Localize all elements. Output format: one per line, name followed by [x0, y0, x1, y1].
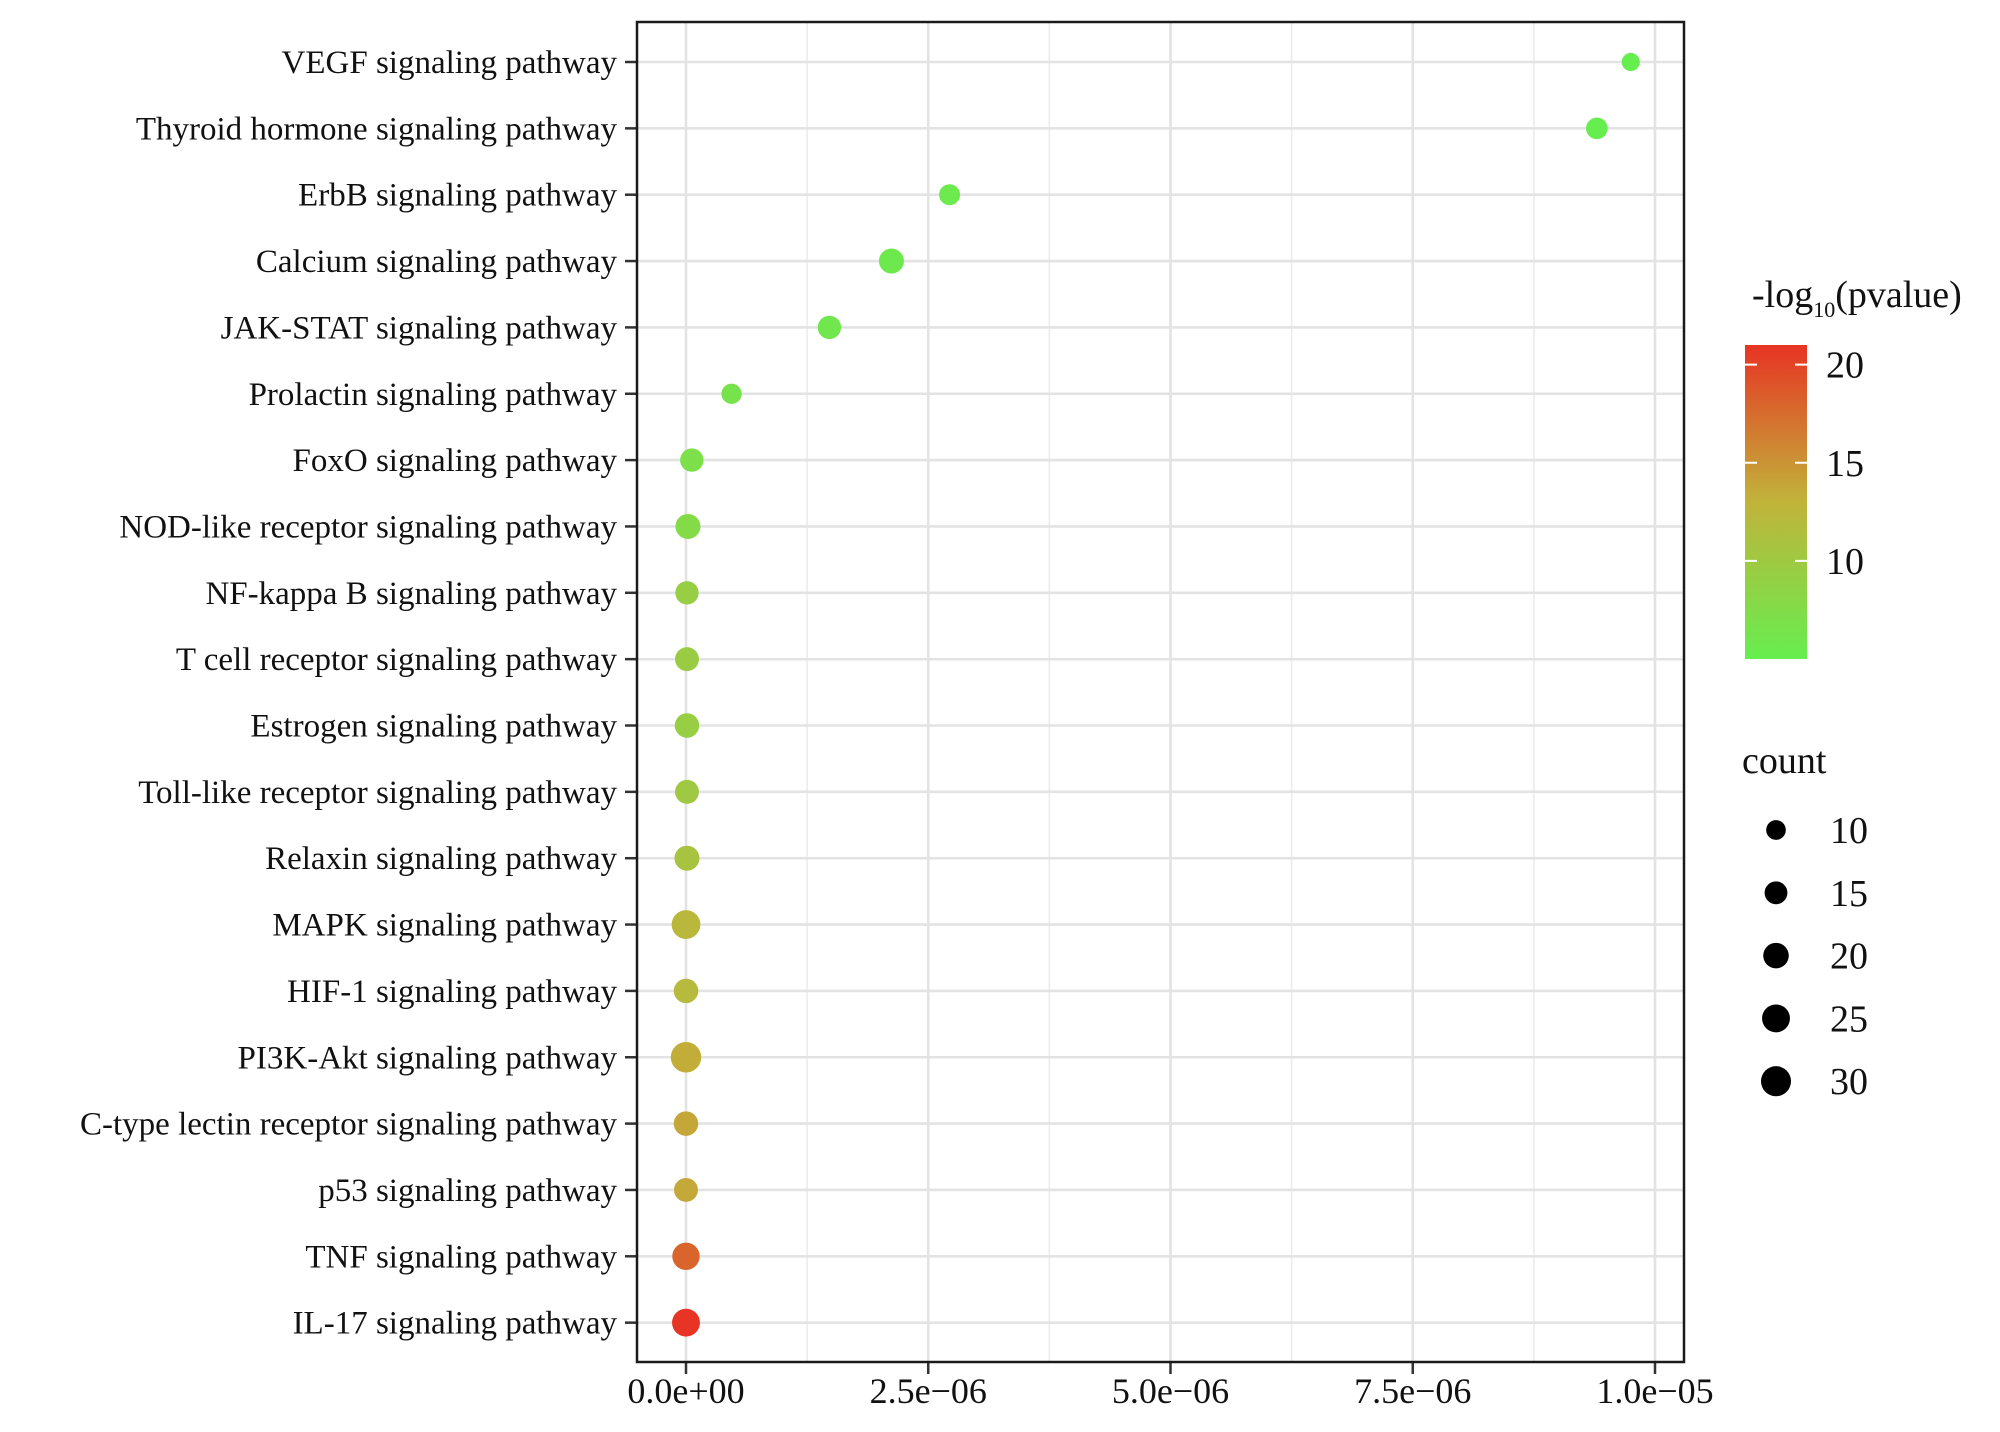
grid-lines — [637, 22, 1684, 1362]
point-prolactin-signaling-pathway — [721, 383, 742, 404]
colorbar-tick-label: 15 — [1826, 443, 1864, 485]
y-tick-label-pi3k-akt-signaling-pathway: PI3K-Akt signaling pathway — [238, 1040, 618, 1076]
size-legend-key — [1764, 881, 1788, 905]
y-tick-label-c-type-lectin-receptor-signaling-pathway: C-type lectin receptor signaling pathway — [80, 1107, 617, 1143]
point-foxo-signaling-pathway — [680, 448, 704, 472]
colorbar-tick-label: 10 — [1826, 541, 1864, 583]
axis-ticks — [625, 60, 1657, 1374]
y-tick-label-nf-kappa-b-signaling-pathway: NF-kappa B signaling pathway — [205, 576, 617, 612]
point-vegf-signaling-pathway — [1621, 52, 1640, 72]
size-legend-label: 10 — [1830, 810, 1868, 852]
point-toll-like-receptor-signaling-pathway — [674, 779, 699, 804]
y-tick-label-relaxin-signaling-pathway: Relaxin signaling pathway — [265, 841, 617, 877]
size-legend-label: 30 — [1830, 1061, 1868, 1103]
size-legend-label: 15 — [1830, 873, 1868, 915]
data-points — [670, 52, 1640, 1337]
point-hif-1-signaling-pathway — [673, 978, 699, 1004]
point-pi3k-akt-signaling-pathway — [670, 1042, 702, 1073]
x-tick-label: 1.0e−05 — [1596, 1371, 1713, 1411]
x-axis-labels: 0.0e+00 2.5e−06 5.0e−06 7.5e−06 1.0e−05 — [627, 1371, 1713, 1411]
plot-panel-border — [635, 20, 1686, 1364]
y-tick-label-toll-like-receptor-signaling-pathway: Toll-like receptor signaling pathway — [138, 775, 617, 811]
point-erbb-signaling-pathway — [939, 184, 961, 206]
point-calcium-signaling-pathway — [878, 248, 904, 274]
size-legend-key — [1760, 1066, 1792, 1097]
x-tick-label: 5.0e−06 — [1112, 1371, 1229, 1411]
point-t-cell-receptor-signaling-pathway — [674, 647, 699, 672]
x-tick-label: 0.0e+00 — [627, 1371, 744, 1411]
y-tick-label-jak-stat-signaling-pathway: JAK-STAT signaling pathway — [221, 310, 618, 346]
y-tick-label-foxo-signaling-pathway: FoxO signaling pathway — [293, 443, 618, 479]
colorbar-tick-label: 20 — [1826, 345, 1864, 387]
y-tick-label-il-17-signaling-pathway: IL-17 signaling pathway — [293, 1306, 618, 1342]
x-tick-label: 7.5e−06 — [1354, 1371, 1471, 1411]
y-tick-label-vegf-signaling-pathway: VEGF signaling pathway — [282, 45, 618, 81]
point-c-type-lectin-receptor-signaling-pathway — [673, 1111, 699, 1136]
y-tick-label-calcium-signaling-pathway: Calcium signaling pathway — [256, 244, 618, 280]
size-legend-key — [1766, 820, 1786, 840]
size-legend-items: 10 15 20 25 30 — [1760, 810, 1868, 1103]
point-p53-signaling-pathway — [674, 1177, 698, 1202]
size-legend: count 10 15 20 25 30 — [1742, 740, 1868, 1103]
size-legend-key — [1763, 942, 1789, 969]
colorbar — [1745, 345, 1807, 659]
color-legend-title: -log10(pvalue) — [1752, 274, 1962, 322]
size-legend-label: 20 — [1830, 936, 1868, 978]
size-legend-title: count — [1742, 740, 1827, 782]
y-tick-label-tnf-signaling-pathway: TNF signaling pathway — [305, 1239, 617, 1275]
point-tnf-signaling-pathway — [672, 1242, 700, 1271]
y-tick-label-erbb-signaling-pathway: ErbB signaling pathway — [298, 178, 617, 214]
x-tick-label: 2.5e−06 — [870, 1371, 987, 1411]
point-jak-stat-signaling-pathway — [817, 315, 842, 340]
y-tick-label-mapk-signaling-pathway: MAPK signaling pathway — [272, 908, 617, 944]
point-estrogen-signaling-pathway — [674, 713, 700, 738]
point-relaxin-signaling-pathway — [674, 845, 700, 871]
size-legend-key — [1762, 1004, 1790, 1033]
point-nf-kappa-b-signaling-pathway — [675, 581, 699, 605]
point-nod-like-receptor-signaling-pathway — [675, 513, 701, 539]
y-tick-label-thyroid-hormone-signaling-pathway: Thyroid hormone signaling pathway — [136, 111, 618, 147]
y-tick-label-p53-signaling-pathway: p53 signaling pathway — [318, 1173, 617, 1209]
y-tick-label-t-cell-receptor-signaling-pathway: T cell receptor signaling pathway — [176, 642, 618, 678]
y-tick-label-nod-like-receptor-signaling-pathway: NOD-like receptor signaling pathway — [119, 509, 617, 545]
size-legend-label: 25 — [1830, 998, 1868, 1040]
y-tick-label-estrogen-signaling-pathway: Estrogen signaling pathway — [250, 709, 617, 745]
point-mapk-signaling-pathway — [671, 910, 701, 939]
point-thyroid-hormone-signaling-pathway — [1586, 117, 1608, 140]
colorbar-ticks: 10 15 20 — [1745, 345, 1864, 583]
y-tick-label-hif-1-signaling-pathway: HIF-1 signaling pathway — [287, 974, 617, 1010]
point-il-17-signaling-pathway — [672, 1308, 700, 1337]
y-axis-labels: VEGF signaling pathway Thyroid hormone si… — [80, 45, 617, 1342]
color-legend: -log10(pvalue) 10 15 20 — [1745, 274, 1962, 659]
y-tick-label-prolactin-signaling-pathway: Prolactin signaling pathway — [249, 377, 618, 413]
